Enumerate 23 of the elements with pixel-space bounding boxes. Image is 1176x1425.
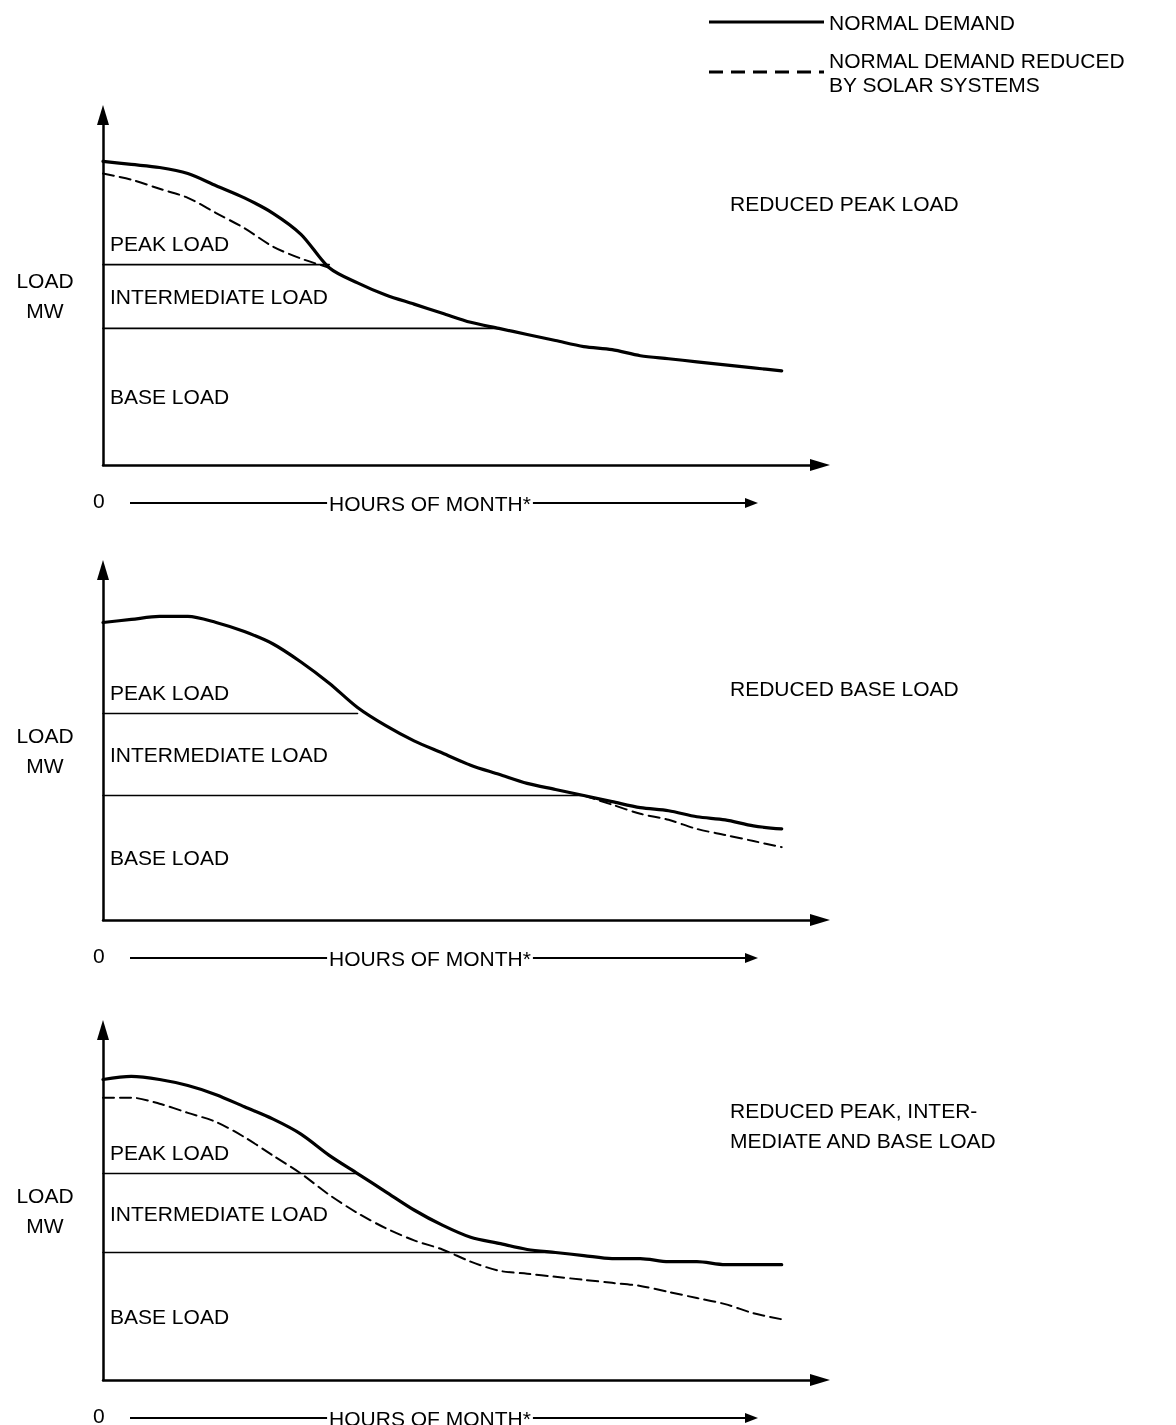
annotation: INTERMEDIATE LOAD <box>110 743 328 767</box>
legend-label: NORMAL DEMAND REDUCED BY SOLAR SYSTEMS <box>829 48 1131 96</box>
x-axis-title: HOURS OF MONTH* <box>329 946 531 970</box>
annotation: PEAK LOAD <box>110 1140 230 1164</box>
y-axis-title: LOAD MW <box>16 723 74 777</box>
x-axis-title: HOURS OF MONTH* <box>329 491 531 515</box>
text: REDUCED PEAK, INTER- MEDIATE AND BASE LOAD <box>730 1098 996 1152</box>
y-axis-title: LOAD MW <box>16 268 74 322</box>
annotation: BASE LOAD <box>110 1304 230 1328</box>
legend-label: NORMAL DEMAND <box>829 10 1015 34</box>
y-axis-title: LOAD MW <box>16 1183 74 1237</box>
x-axis-title: HOURS OF MONTH* <box>329 1406 531 1425</box>
text: 0 <box>93 944 105 967</box>
text: 0 <box>93 489 105 512</box>
text: REDUCED PEAK LOAD <box>730 191 959 215</box>
annotation: BASE LOAD <box>110 385 230 409</box>
annotation: PEAK LOAD <box>110 231 230 255</box>
annotation: INTERMEDIATE LOAD <box>110 1201 328 1225</box>
text: REDUCED BASE LOAD <box>730 676 959 700</box>
annotation: INTERMEDIATE LOAD <box>110 285 328 309</box>
annotation: BASE LOAD <box>110 846 230 870</box>
annotation: PEAK LOAD <box>110 680 230 704</box>
text: 0 <box>93 1404 105 1425</box>
